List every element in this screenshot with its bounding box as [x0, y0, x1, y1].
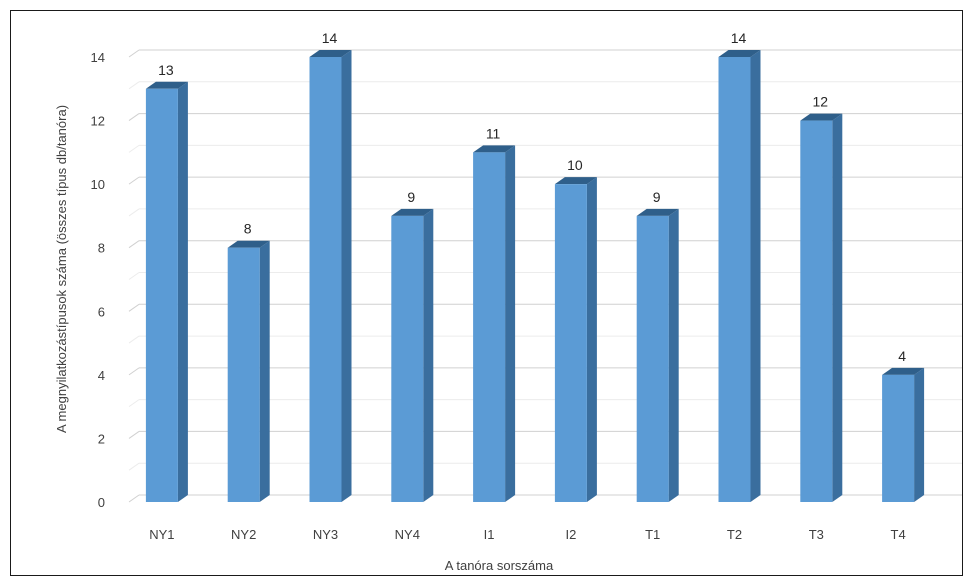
- x-axis-title: A tanóra sorszáma: [445, 558, 554, 573]
- gridline-depth: [128, 208, 140, 217]
- x-tick-label: T3: [809, 527, 824, 542]
- x-tick-label: I2: [565, 527, 576, 542]
- bar-side-face: [423, 208, 434, 502]
- bar-front-face: [227, 247, 260, 502]
- gridline-depth: [128, 399, 140, 408]
- bar-ny2: [227, 240, 270, 502]
- bar-front-face: [391, 215, 424, 502]
- x-tick-label: NY4: [395, 527, 420, 542]
- bar-front-face: [309, 57, 342, 502]
- bar-side-face: [586, 177, 597, 502]
- x-tick-label: T1: [645, 527, 660, 542]
- bar-ny3: [309, 50, 352, 502]
- gridline-depth: [128, 272, 140, 280]
- y-tick-label: 6: [98, 304, 105, 319]
- gridline-depth: [128, 462, 140, 471]
- gridline-depth: [128, 176, 140, 185]
- x-tick-label: T4: [891, 527, 906, 542]
- data-label: 4: [898, 348, 906, 364]
- data-label: 14: [731, 30, 747, 46]
- bar-side-face: [668, 208, 679, 502]
- bar-top-face: [309, 50, 352, 57]
- bar-side-face: [832, 113, 843, 503]
- bars: [145, 50, 925, 503]
- bar-front-face: [636, 215, 669, 502]
- bar-top-face: [145, 81, 188, 89]
- x-tick-label: T2: [727, 527, 742, 542]
- data-label: 9: [653, 189, 661, 205]
- gridline-depth: [128, 335, 140, 344]
- x-axis-ticks: NY1 NY2 NY3 NY4 I1 I2 T1 T2 T3 T4: [149, 527, 905, 542]
- chart-frame: 0 2 4 6 8 10 12 14 13 8 14 9 11 10 9 14 12 4 NY1 NY2 NY3 NY…: [10, 10, 963, 576]
- bar-side-face: [259, 240, 270, 502]
- bar-front-face: [718, 57, 751, 502]
- bar-top-face: [882, 367, 925, 375]
- bar-side-face: [505, 145, 516, 502]
- bar-front-face: [554, 184, 587, 502]
- y-tick-label: 4: [98, 368, 105, 383]
- gridline-depth: [128, 49, 140, 58]
- bar-side-face: [177, 81, 188, 503]
- gridline-depth: [128, 113, 140, 121]
- data-labels: 13 8 14 9 11 10 9 14 12 4: [158, 30, 906, 364]
- bar-side-face: [341, 50, 352, 502]
- x-tick-label: NY2: [231, 527, 256, 542]
- y-axis-ticks: 0 2 4 6 8 10 12 14: [91, 50, 105, 510]
- y-tick-label: 8: [98, 241, 105, 256]
- bar-side-face: [914, 367, 925, 502]
- data-label: 11: [486, 125, 501, 141]
- bar-t4: [882, 367, 925, 502]
- bar-t2: [718, 50, 761, 502]
- y-tick-label: 0: [98, 495, 105, 510]
- bar-i1: [473, 145, 516, 502]
- y-tick-label: 14: [91, 50, 105, 65]
- x-tick-label: I1: [484, 527, 495, 542]
- data-label: 9: [407, 189, 415, 205]
- bar-front-face: [145, 88, 178, 503]
- bar-top-face: [636, 208, 679, 216]
- bar-t3: [800, 113, 843, 503]
- bar-front-face: [800, 120, 833, 503]
- gridline-depth: [128, 303, 140, 312]
- data-label: 12: [813, 94, 829, 110]
- y-tick-label: 10: [91, 177, 105, 192]
- bar-side-face: [750, 50, 761, 502]
- gridline-depth: [128, 81, 140, 90]
- data-label: 14: [322, 30, 338, 46]
- gridline-depth: [128, 431, 140, 439]
- y-axis-title: A megnyilatkozástípusok száma (összes tí…: [54, 105, 69, 433]
- y-tick-label: 2: [98, 431, 105, 446]
- bar-t1: [636, 208, 679, 502]
- x-tick-label: NY1: [149, 527, 174, 542]
- gridline-depth: [128, 240, 140, 249]
- gridline-depth: [128, 494, 140, 503]
- bar-top-face: [391, 208, 434, 216]
- bar-ny1: [145, 81, 188, 503]
- y-tick-label: 12: [91, 114, 105, 129]
- bar-top-face: [473, 145, 516, 153]
- data-label: 13: [158, 62, 174, 78]
- data-label: 10: [567, 157, 583, 173]
- bar-top-face: [227, 240, 270, 248]
- bar-top-face: [554, 177, 597, 185]
- gridline-depth: [128, 367, 140, 376]
- bar-top-face: [718, 50, 761, 57]
- bar-ny4: [391, 208, 434, 502]
- bar-top-face: [800, 113, 843, 121]
- bar-front-face: [473, 152, 506, 502]
- bar-i2: [554, 177, 597, 502]
- bar-front-face: [882, 374, 915, 502]
- gridline-depth: [128, 144, 140, 153]
- x-tick-label: NY3: [313, 527, 338, 542]
- data-label: 8: [244, 221, 252, 237]
